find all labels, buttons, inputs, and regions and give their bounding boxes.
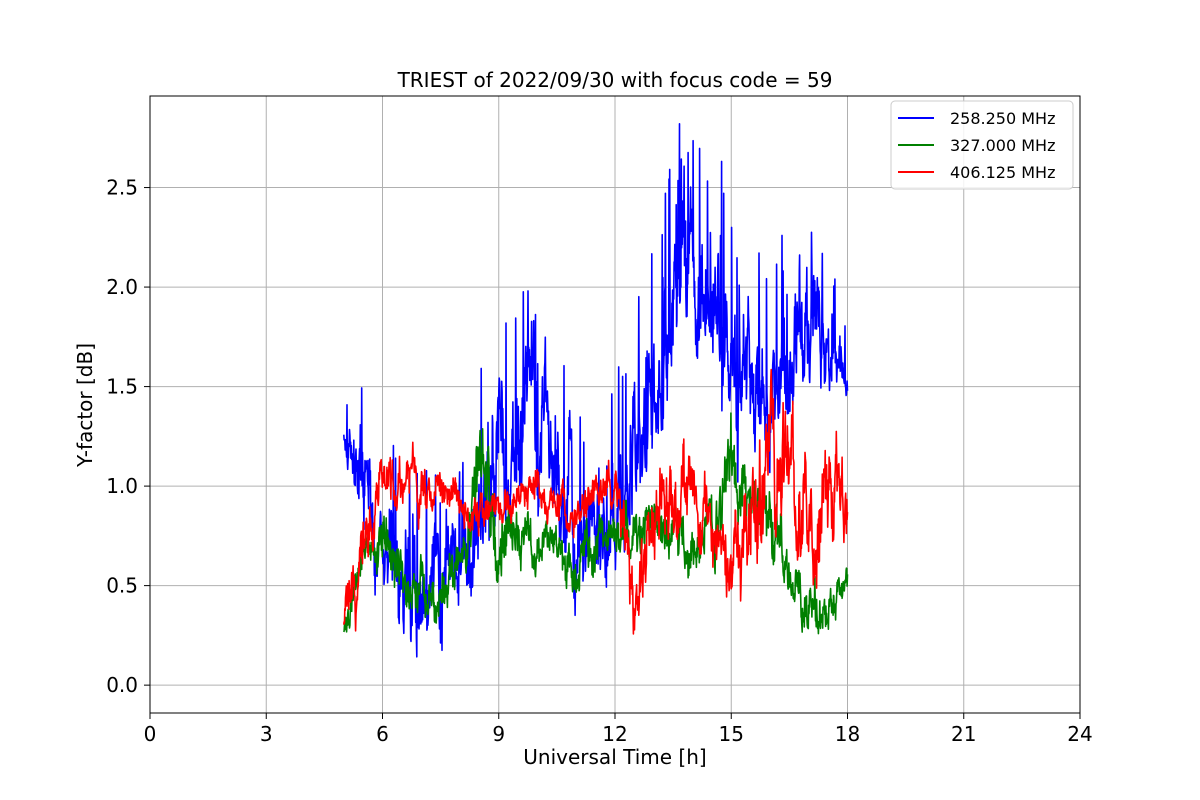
series-line-3 [343,368,849,635]
y-tick-label: 0.0 [106,673,138,697]
x-axis-label: Universal Time [h] [523,745,706,769]
chart-title: TRIEST of 2022/09/30 with focus code = 5… [397,68,833,92]
x-tick-label: 6 [376,722,389,746]
x-tick-label: 9 [492,722,505,746]
x-tick-label: 21 [951,722,976,746]
y-axis-label: Y-factor [dB] [73,343,97,468]
x-tick-label: 3 [260,722,273,746]
y-tick-label: 0.5 [106,574,138,598]
tick-layer: 0 3 6 9 12 15 18 21 24 0.0 0.5 1.0 1.5 2.0 2.5 [106,176,1093,746]
legend: 258.250 MHz 327.000 MHz 406.125 MHz [890,100,1074,190]
legend-box [890,100,1074,190]
x-tick-label: 18 [835,722,860,746]
legend-label-series-2: 327.000 MHz [950,136,1055,155]
legend-label-series-1: 258.250 MHz [950,109,1055,128]
x-tick-label: 0 [144,722,157,746]
y-tick-label: 1.5 [106,375,138,399]
legend-label-series-3: 406.125 MHz [950,163,1055,182]
x-tick-label: 15 [719,722,744,746]
x-tick-label: 12 [602,722,627,746]
y-tick-label: 1.0 [106,474,138,498]
y-tick-label: 2.0 [106,275,138,299]
series-layer [343,123,849,658]
x-tick-label: 24 [1067,722,1092,746]
y-tick-label: 2.5 [106,176,138,200]
